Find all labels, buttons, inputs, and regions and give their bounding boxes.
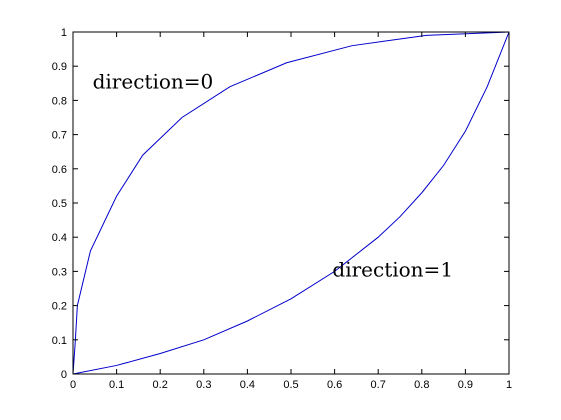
x-tick-label-5: 0.5 [283, 379, 298, 391]
y-tick-label-5: 0.5 [52, 198, 67, 210]
y-tick-label-8: 0.8 [52, 95, 67, 107]
plot-lines [72, 31, 510, 375]
x-tick-label-0: 0 [70, 379, 76, 391]
x-tick-label-8: 0.8 [414, 379, 429, 391]
x-tick-label-3: 0.3 [196, 379, 211, 391]
x-tick-label-7: 0.7 [371, 379, 386, 391]
y-tick-label-10: 1 [61, 27, 67, 39]
x-tick-label-9: 0.9 [458, 379, 473, 391]
x-tick-label-2: 0.2 [153, 379, 168, 391]
x-tick-label-4: 0.4 [240, 379, 255, 391]
x-tick-label-1: 0.1 [109, 379, 124, 391]
x-tick-label-10: 1 [506, 379, 512, 391]
y-tick-label-4: 0.4 [52, 232, 67, 244]
plot-background [73, 32, 509, 374]
y-tick-label-0: 0 [61, 369, 67, 381]
annotation-direction-0: direction=0 [93, 69, 214, 93]
y-tick-label-9: 0.9 [52, 61, 67, 73]
series-line-0 [72, 31, 510, 375]
x-axis-ticks: 0 0.1 0.2 0.3 0.4 0.5 0.6 0.7 0.8 0.9 1 [70, 32, 512, 391]
series-line-1 [72, 31, 510, 375]
y-tick-label-7: 0.7 [52, 130, 67, 142]
y-tick-label-2: 0.2 [52, 301, 67, 313]
annotation-direction-1: direction=1 [332, 258, 453, 282]
y-tick-label-3: 0.3 [52, 266, 67, 278]
x-tick-label-6: 0.6 [327, 379, 342, 391]
y-tick-label-1: 0.1 [52, 335, 67, 347]
y-axis-ticks: 0 0.1 0.2 0.3 0.4 0.5 0.6 0.7 0.8 0.9 1 [52, 27, 509, 381]
y-tick-label-6: 0.6 [52, 164, 67, 176]
